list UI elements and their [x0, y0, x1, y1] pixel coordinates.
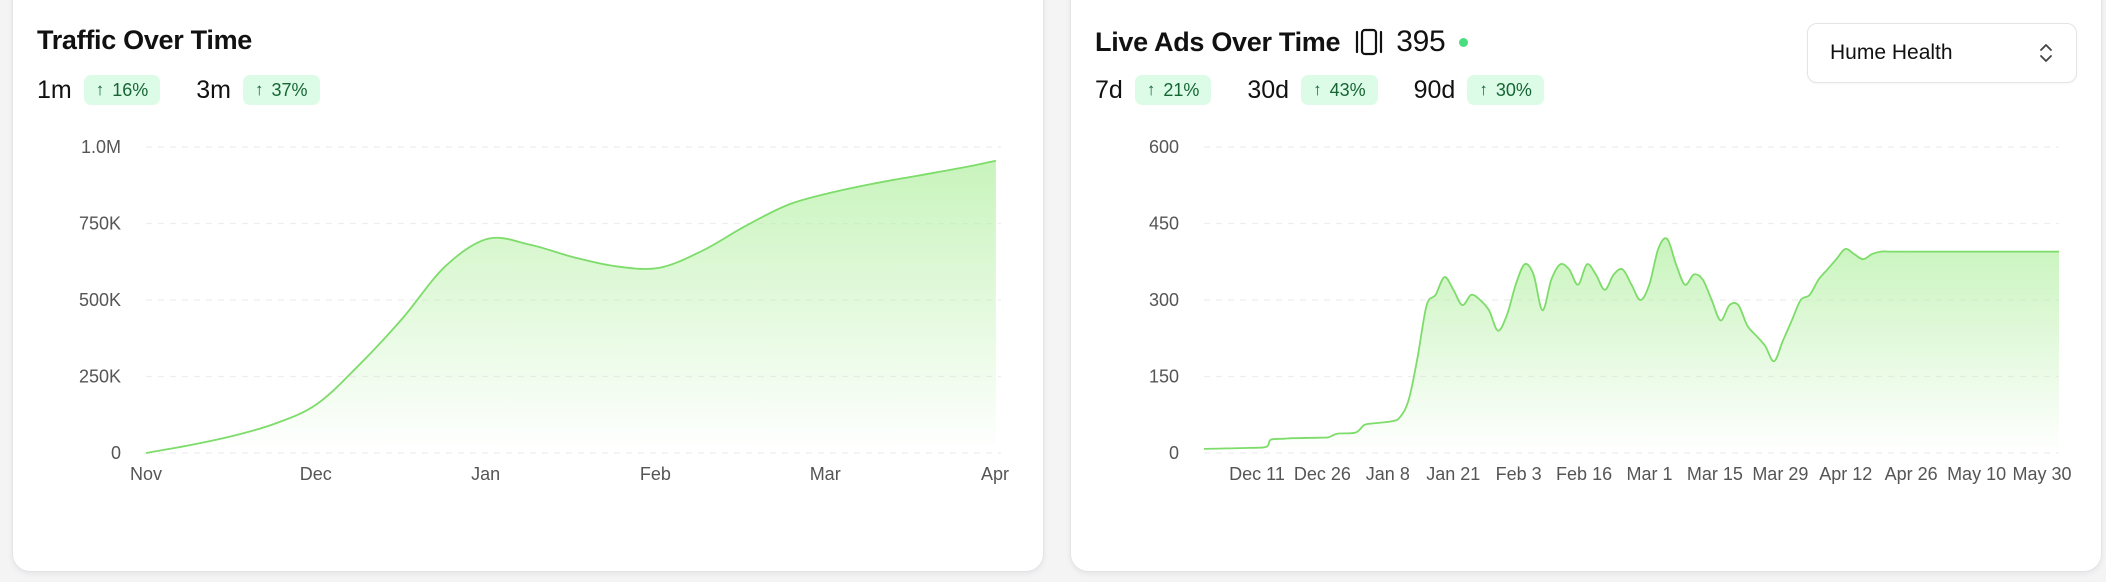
x-tick-label: Apr 26 — [1885, 464, 1938, 484]
trend-badge: ↑ 16% — [83, 75, 161, 105]
traffic-over-time-card: Traffic Over Time 1m ↑ 16% 3m ↑ 37% 0 250K 5… — [12, 0, 1044, 572]
traffic-stat-1m: 1m ↑ 16% — [37, 75, 161, 105]
x-tick-label: Dec — [300, 464, 332, 484]
x-tick-label: Nov — [130, 464, 162, 484]
y-tick-label: 150 — [1149, 367, 1179, 387]
trend-badge: ↑ 43% — [1301, 75, 1378, 105]
trend-badge: ↑ 21% — [1134, 75, 1212, 105]
trend-value: 30% — [1495, 79, 1532, 100]
x-tick-label: Jan 8 — [1366, 464, 1410, 484]
x-tick-label: Dec 11 — [1229, 464, 1285, 484]
x-tick-label: Jan — [471, 464, 500, 484]
series-line — [1203, 237, 2059, 450]
stat-label: 7d — [1095, 75, 1123, 104]
ad-carousel-icon — [1356, 28, 1383, 56]
y-tick-label: 1.0M — [81, 137, 121, 157]
stat-label: 30d — [1247, 75, 1290, 104]
ads-stat-90d: 90d ↑ 30% — [1414, 75, 1544, 105]
y-tick-label: 250K — [79, 367, 121, 387]
stat-label: 3m — [196, 75, 231, 104]
x-tick-label: Mar — [810, 464, 841, 484]
x-tick-label: Dec 26 — [1294, 464, 1351, 484]
y-tick-label: 0 — [111, 443, 121, 463]
y-tick-label: 0 — [1169, 443, 1179, 463]
x-tick-label: May 10 — [1947, 464, 2006, 484]
arrow-up-icon: ↑ — [1479, 80, 1488, 99]
y-tick-label: 450 — [1149, 214, 1179, 234]
x-tick-label: Feb 16 — [1556, 464, 1612, 484]
traffic-stat-3m: 3m ↑ 37% — [196, 75, 320, 105]
brand-select[interactable]: Hume Health — [1807, 23, 2077, 83]
traffic-card-title: Traffic Over Time — [37, 25, 252, 56]
stat-label: 1m — [37, 75, 72, 104]
live-ads-area-chart: 0 150 300 450 600 Dec 11 Dec 26 Jan 8 Jan 21 Feb … — [1149, 137, 2072, 484]
x-tick-label: Apr 12 — [1819, 464, 1872, 484]
series-line — [145, 159, 997, 454]
ads-card-title: Live Ads Over Time 395 — [1095, 25, 1469, 59]
chevron-up-down-icon — [2040, 44, 2052, 62]
y-tick-label: 300 — [1149, 290, 1179, 310]
x-tick-label: Apr — [981, 464, 1009, 484]
live-status-dot — [1459, 37, 1469, 47]
ads-stats: 7d ↑ 21% 30d ↑ 43% 90d ↑ 30% — [1095, 75, 1580, 105]
x-tick-label: Jan 21 — [1426, 464, 1480, 484]
arrow-up-icon: ↑ — [1313, 80, 1322, 99]
area-fill — [1204, 238, 2059, 453]
stat-label: 90d — [1413, 75, 1456, 104]
arrow-up-icon: ↑ — [255, 80, 264, 99]
arrow-up-icon: ↑ — [1146, 80, 1156, 99]
trend-badge: ↑ 30% — [1467, 75, 1544, 105]
brand-select-value: Hume Health — [1830, 41, 1953, 64]
y-tick-label: 600 — [1149, 137, 1179, 157]
live-ads-over-time-card: Live Ads Over Time 395 7d ↑ 21% 30d ↑ 43% … — [1070, 0, 2102, 572]
traffic-title-text: Traffic Over Time — [37, 25, 253, 55]
traffic-area-chart: 0 250K 500K 750K 1.0M Nov Dec Jan Feb Mar Apr — [79, 137, 1009, 484]
x-tick-label: May 30 — [2012, 464, 2071, 484]
x-tick-label: Mar 1 — [1626, 464, 1672, 484]
trend-value: 21% — [1163, 79, 1200, 100]
x-tick-label: Feb — [640, 464, 671, 484]
trend-value: 16% — [112, 79, 149, 100]
x-tick-label: Feb 3 — [1496, 464, 1542, 484]
x-tick-label: Mar 29 — [1752, 464, 1808, 484]
trend-value: 37% — [271, 79, 308, 100]
traffic-stats: 1m ↑ 16% 3m ↑ 37% — [37, 75, 356, 105]
x-tick-label: Mar 15 — [1687, 464, 1743, 484]
ads-stat-7d: 7d ↑ 21% — [1095, 75, 1212, 105]
trend-badge: ↑ 37% — [243, 75, 320, 105]
area-fill — [146, 160, 996, 454]
y-tick-label: 500K — [79, 290, 121, 310]
live-ads-count: 395 — [1396, 25, 1446, 58]
y-tick-label: 750K — [79, 214, 121, 234]
ads-count-group: 395 — [1354, 25, 1469, 59]
arrow-up-icon: ↑ — [95, 80, 105, 99]
ads-title-text: Live Ads Over Time — [1095, 26, 1341, 57]
ads-stat-30d: 30d ↑ 43% — [1247, 75, 1378, 105]
trend-value: 43% — [1329, 79, 1366, 100]
